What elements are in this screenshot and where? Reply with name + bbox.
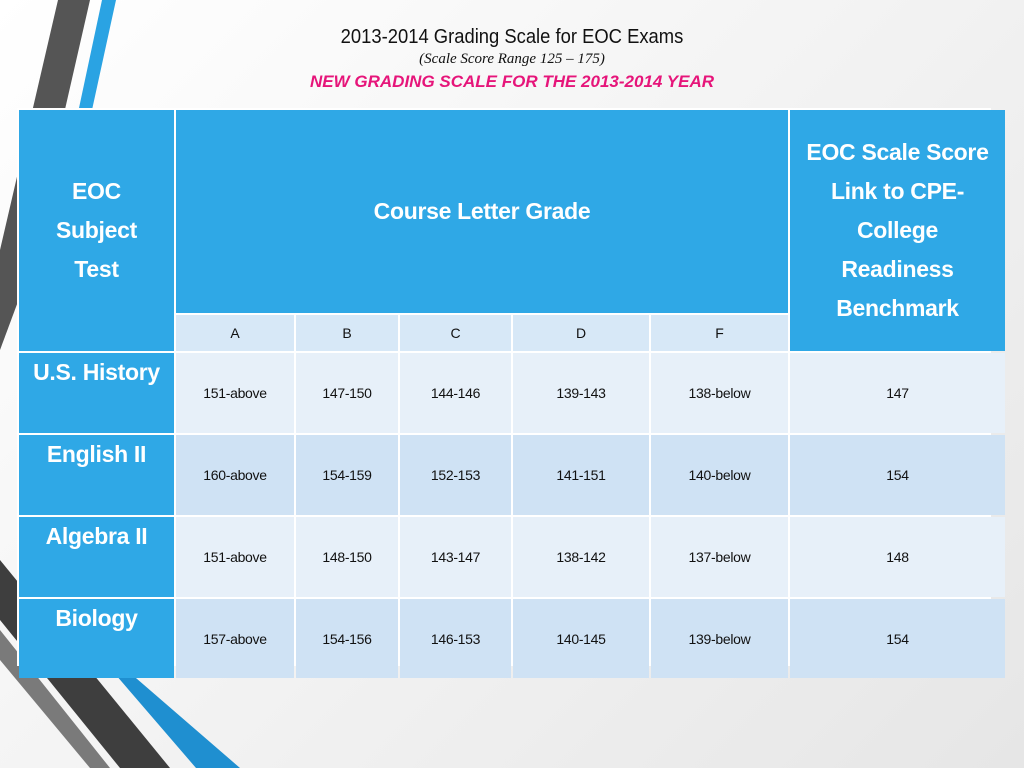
course-letter-grade-header: Course Letter Grade [176, 110, 788, 313]
score-cell: 146-153 [400, 599, 511, 678]
slide-subtitle: (Scale Score Range 125 – 175) [419, 51, 605, 67]
score-cell: 152-153 [400, 435, 511, 515]
score-cell: 154-156 [296, 599, 398, 678]
benchmark-header-line: Readiness [841, 256, 954, 282]
score-cell: 157-above [176, 599, 294, 678]
benchmark-header-line: College [857, 217, 938, 243]
score-cell: 138-below [651, 353, 788, 433]
score-cell: 140-below [651, 435, 788, 515]
grade-header-f: F [651, 315, 788, 351]
subject-label: Biology [19, 599, 174, 678]
score-cell: 154-159 [296, 435, 398, 515]
grade-header-d: D [513, 315, 649, 351]
score-cell: 144-146 [400, 353, 511, 433]
score-cell: 151-above [176, 517, 294, 597]
benchmark-header-line: Link to CPE- [830, 178, 965, 204]
score-cell: 160-above [176, 435, 294, 515]
benchmark-cell: 154 [790, 435, 1005, 515]
score-cell: 143-147 [400, 517, 511, 597]
benchmark-cell: 147 [790, 353, 1005, 433]
score-cell: 137-below [651, 517, 788, 597]
slide-title: 2013-2014 Grading Scale for EOC Exams [340, 26, 684, 48]
score-cell: 147-150 [296, 353, 398, 433]
benchmark-header-line: Benchmark [836, 295, 959, 321]
grading-scale-table: EOC Subject Test Course Letter Grade EOC… [17, 108, 1005, 678]
subject-header-line: EOC [72, 178, 121, 204]
score-cell: 151-above [176, 353, 294, 433]
benchmark-column-header: EOC Scale Score Link to CPE- College Rea… [790, 110, 1005, 351]
score-cell: 138-142 [513, 517, 649, 597]
benchmark-cell: 148 [790, 517, 1005, 597]
benchmark-header-line: EOC Scale Score [806, 139, 989, 165]
score-cell: 140-145 [513, 599, 649, 678]
subject-header-line: Test [74, 256, 119, 282]
benchmark-cell: 154 [790, 599, 1005, 678]
subject-label: U.S. History [19, 353, 174, 433]
new-scale-notice: NEW GRADING SCALE FOR THE 2013-2014 YEAR [310, 72, 714, 91]
score-cell: 141-151 [513, 435, 649, 515]
grade-header-a: A [176, 315, 294, 351]
grade-header-b: B [296, 315, 398, 351]
subject-label: English II [19, 435, 174, 515]
subject-label: Algebra II [19, 517, 174, 597]
grade-header-c: C [400, 315, 511, 351]
score-cell: 148-150 [296, 517, 398, 597]
score-cell: 139-143 [513, 353, 649, 433]
subject-column-header: EOC Subject Test [19, 110, 174, 351]
score-cell: 139-below [651, 599, 788, 678]
subject-header-line: Subject [56, 217, 137, 243]
slide-header: 2013-2014 Grading Scale for EOC Exams (S… [0, 24, 1024, 94]
